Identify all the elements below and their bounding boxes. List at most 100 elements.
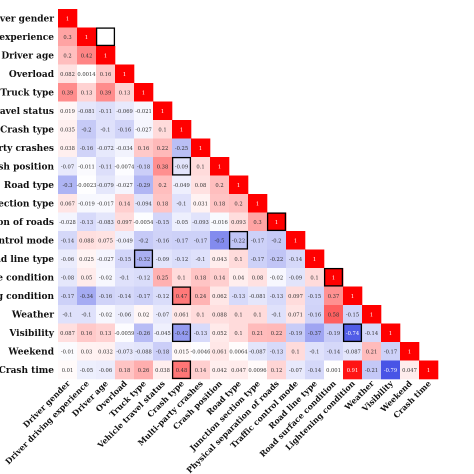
cell-value-label: -0.12 — [175, 257, 188, 263]
cell-value-label: 0.1 — [196, 312, 204, 318]
cell-value-label: -0.13 — [232, 294, 245, 300]
heatmap-cell — [96, 360, 116, 380]
heatmap-cell — [115, 249, 135, 269]
heatmap-cell — [191, 157, 211, 176]
cell-value-label: -0.034 — [116, 146, 133, 152]
row-label: Visibility — [8, 329, 54, 339]
cell-value-label: -0.22 — [270, 257, 283, 263]
highlight-box — [171, 323, 192, 343]
cell-value-label: -0.079 — [97, 183, 114, 189]
row-label: uce condition — [0, 273, 54, 283]
cell-value-label: -0.017 — [97, 201, 114, 207]
heatmap-cell — [191, 194, 211, 213]
cell-value-label: 0.13 — [100, 331, 112, 337]
cell-value-label: -0.74 — [346, 331, 360, 337]
heatmap-cell — [134, 249, 154, 269]
heatmap-cell — [191, 138, 211, 158]
row-label: rash position — [0, 162, 54, 172]
cell-value-label: -0.081 — [249, 294, 266, 300]
heatmap-cell — [77, 175, 97, 195]
row-label: Driver age — [1, 51, 54, 61]
heatmap-cell — [58, 249, 78, 269]
heatmap-cell — [210, 194, 230, 213]
cell-value-label: -0.07 — [61, 164, 74, 170]
cell-value-label: -0.2 — [81, 127, 91, 133]
heatmap-cell — [248, 268, 268, 287]
heatmap-cell — [286, 249, 306, 269]
cell-value-label: 0.062 — [212, 294, 227, 300]
heatmap-cell — [267, 305, 287, 324]
cell-value-label: -0.06 — [61, 257, 74, 263]
heatmap-cell — [172, 342, 192, 361]
heatmap-cell — [153, 138, 173, 158]
cell-value-label: 1 — [313, 257, 316, 263]
cell-value-label: -0.1 — [176, 201, 186, 207]
cell-value-label: -0.0074 — [115, 164, 136, 170]
cell-value-label: 0.2 — [215, 183, 223, 189]
cell-value-label: -0.16 — [99, 294, 112, 300]
heatmap-cell — [267, 212, 287, 232]
row-label: Overload — [9, 70, 55, 80]
cell-value-label: -0.07 — [289, 368, 302, 374]
heatmap-cell — [305, 249, 325, 269]
heatmap-cell — [153, 231, 173, 250]
heatmap-cell — [248, 342, 268, 361]
cell-value-label: -0.094 — [135, 201, 152, 207]
cell-value-label: -0.19 — [289, 331, 302, 337]
cell-value-label: -0.081 — [78, 109, 95, 115]
cell-value-label: 0.21 — [366, 349, 378, 355]
cell-value-label: 1 — [275, 220, 278, 226]
cell-value-label: -0.17 — [137, 294, 150, 300]
heatmap-cell — [248, 212, 268, 232]
heatmap-cell — [58, 120, 78, 139]
row-label: section type — [0, 199, 54, 209]
heatmap-cell — [172, 360, 192, 380]
cell-value-label: -0.16 — [156, 238, 169, 244]
heatmap-cell — [286, 360, 306, 380]
cell-value-label: -0.019 — [78, 201, 95, 207]
heatmap-cell — [248, 360, 268, 380]
cell-value-label: 0.0014 — [77, 72, 96, 78]
cell-value-label: 0.1 — [234, 331, 242, 337]
cell-value-label: -0.32 — [137, 257, 150, 263]
heatmap-cell — [96, 305, 116, 324]
heatmap-cell — [172, 138, 192, 158]
row-label: control mode — [0, 236, 54, 246]
heatmap-cell — [172, 268, 192, 287]
heatmap-cell — [381, 342, 401, 361]
heatmap-cell — [153, 249, 173, 269]
cell-value-label: -0.07 — [156, 312, 169, 318]
heatmap-cell — [77, 46, 97, 65]
cell-value-label: -0.027 — [135, 127, 152, 133]
heatmap-cell — [229, 231, 249, 250]
cell-value-label: -0.14 — [327, 349, 341, 355]
cell-value-label: 0.001 — [326, 368, 341, 374]
cell-value-label: 0.37 — [328, 294, 340, 300]
cell-value-label: 0.071 — [288, 312, 303, 318]
cell-value-label: 0.3 — [63, 35, 71, 41]
row-label: tion of roads — [0, 218, 54, 228]
heatmap-cell — [115, 175, 135, 195]
heatmap-cell — [305, 268, 325, 287]
heatmap-cell — [172, 157, 192, 176]
heatmap-cell — [324, 286, 344, 306]
cell-value-label: -0.045 — [154, 331, 171, 337]
cell-value-label: -0.16 — [118, 127, 131, 133]
cell-value-label: -0.088 — [135, 349, 152, 355]
row-label: Weather — [11, 310, 54, 320]
cell-value-label: -0.02 — [99, 275, 112, 281]
heatmap-cell — [96, 64, 116, 84]
heatmap-cell — [286, 342, 306, 361]
cell-value-label: 1 — [85, 35, 88, 41]
heatmap-cell — [96, 249, 116, 269]
heatmap-cell — [153, 360, 173, 380]
cell-value-label: 0.097 — [117, 220, 132, 226]
cell-value-label: 0.01 — [62, 368, 74, 374]
cell-value-label: -0.021 — [135, 109, 152, 115]
column-label: Driver driving experience — [3, 378, 91, 466]
cell-value-label: 0.042 — [212, 368, 227, 374]
heatmap-cell — [210, 323, 230, 343]
cell-value-label: 0.91 — [347, 368, 359, 374]
highlight-box — [171, 360, 192, 380]
cell-value-label: 0.093 — [231, 220, 246, 226]
